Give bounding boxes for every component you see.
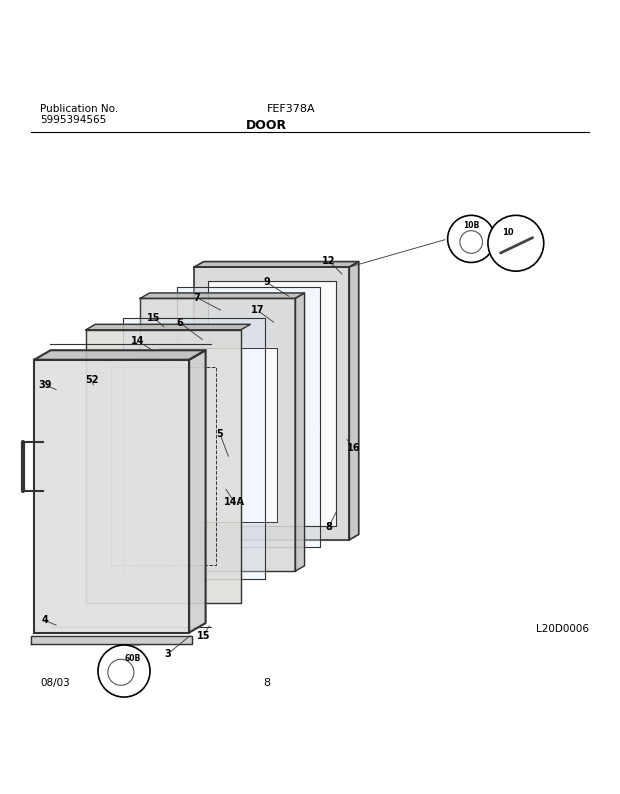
Polygon shape <box>208 281 335 526</box>
Polygon shape <box>177 287 319 547</box>
Text: FEF378A: FEF378A <box>267 104 315 114</box>
Text: 9: 9 <box>264 277 270 287</box>
Text: 14: 14 <box>131 336 144 346</box>
Text: 10: 10 <box>502 228 513 237</box>
Text: L20D0006: L20D0006 <box>536 624 589 634</box>
Polygon shape <box>159 348 277 522</box>
Polygon shape <box>194 261 359 267</box>
Text: 17: 17 <box>250 305 264 315</box>
Text: 5: 5 <box>217 430 223 439</box>
Polygon shape <box>189 350 206 633</box>
Text: 12: 12 <box>322 256 335 266</box>
Circle shape <box>488 215 544 271</box>
Polygon shape <box>349 261 359 540</box>
Text: DOOR: DOOR <box>246 119 287 133</box>
Text: 14A: 14A <box>224 497 245 507</box>
Polygon shape <box>140 299 295 571</box>
Polygon shape <box>140 293 304 299</box>
Text: 15: 15 <box>147 313 161 322</box>
Text: eReplacementParts.com: eReplacementParts.com <box>201 423 320 433</box>
Text: 15: 15 <box>197 630 210 641</box>
Polygon shape <box>86 330 241 603</box>
Polygon shape <box>295 293 304 571</box>
Text: 39: 39 <box>38 380 51 390</box>
Text: 4: 4 <box>42 615 48 625</box>
Text: 10B: 10B <box>463 222 479 230</box>
Text: 6: 6 <box>177 318 183 328</box>
Text: 60B: 60B <box>125 653 141 662</box>
Polygon shape <box>34 350 206 360</box>
Text: 3: 3 <box>164 649 171 659</box>
Text: 8: 8 <box>325 522 332 532</box>
Text: 5995394565: 5995394565 <box>40 115 107 125</box>
Text: 16: 16 <box>347 443 360 453</box>
Text: 7: 7 <box>194 293 200 303</box>
Polygon shape <box>86 324 250 330</box>
Circle shape <box>98 645 150 697</box>
Polygon shape <box>123 318 265 579</box>
Text: 52: 52 <box>85 376 99 385</box>
Text: Publication No.: Publication No. <box>40 104 118 114</box>
Polygon shape <box>34 360 189 633</box>
Text: 08/03: 08/03 <box>40 678 70 688</box>
Text: 8: 8 <box>263 678 270 688</box>
Polygon shape <box>194 267 349 540</box>
Circle shape <box>448 215 495 263</box>
Polygon shape <box>31 636 192 644</box>
